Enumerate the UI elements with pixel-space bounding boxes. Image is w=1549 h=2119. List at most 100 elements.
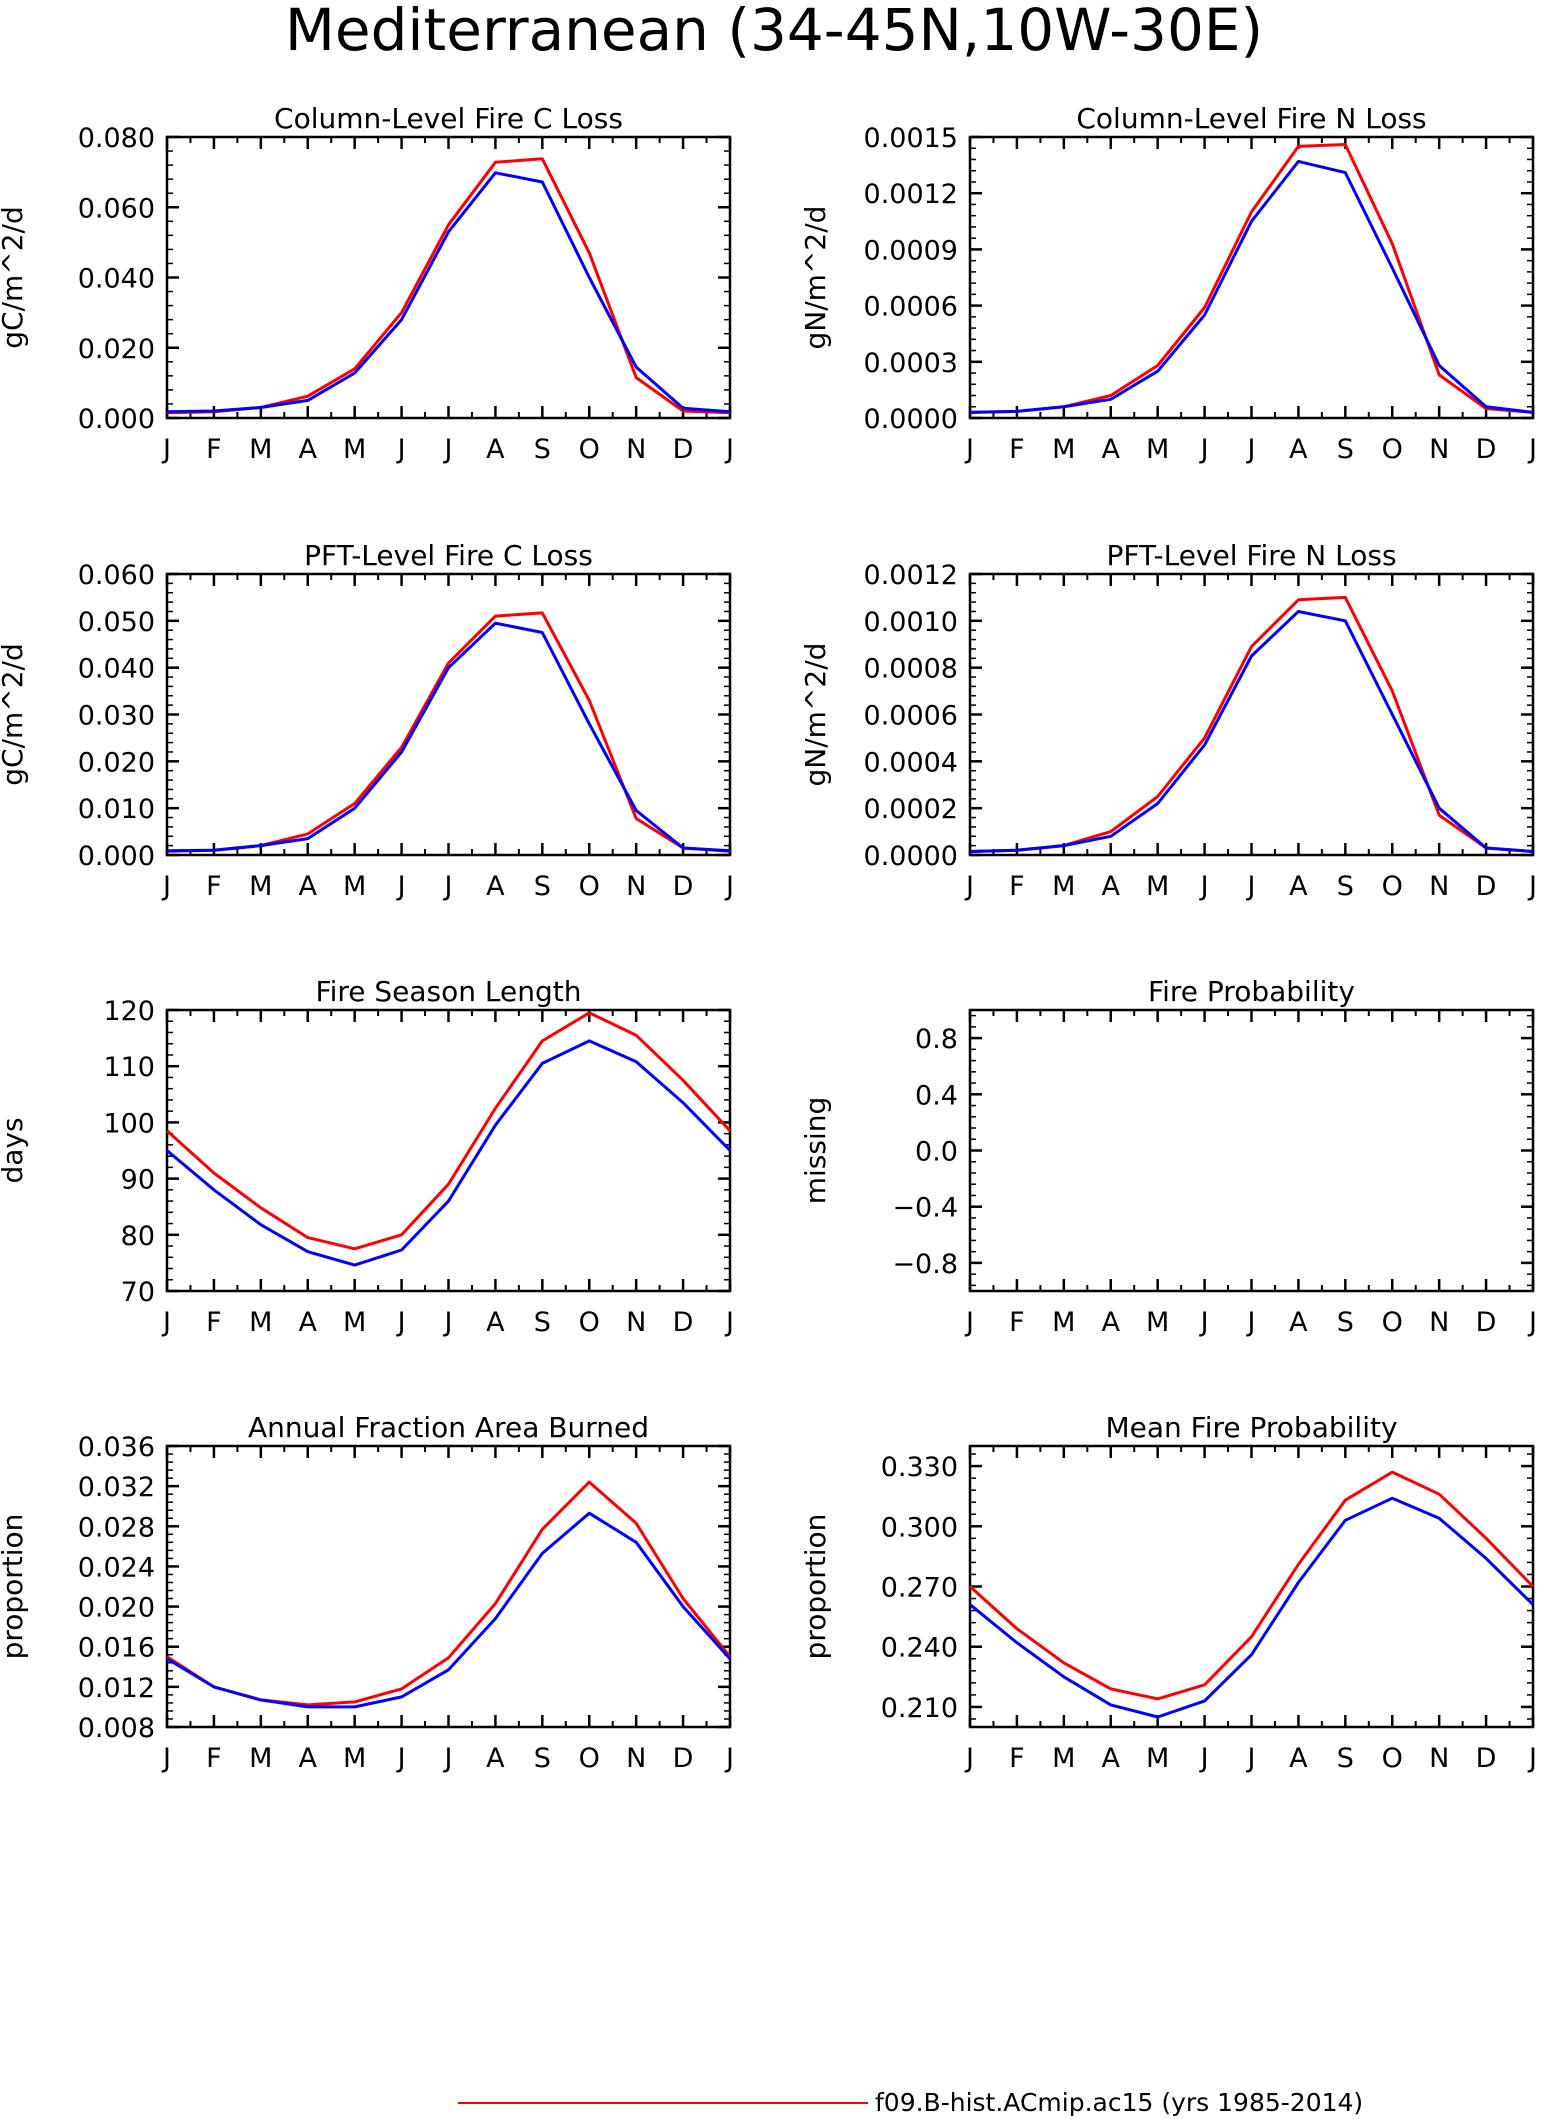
x-tick-label: A — [1102, 1743, 1121, 1774]
x-tick-label: J — [1527, 434, 1537, 465]
x-tick-label: A — [299, 871, 318, 902]
page-title: Mediterranean (34-45N,10W-30E) — [285, 0, 1263, 64]
x-tick-label: F — [1009, 1743, 1025, 1774]
x-tick-label: A — [486, 434, 505, 465]
y-tick-label: 0.040 — [78, 264, 155, 295]
x-tick-label: M — [249, 871, 272, 902]
x-tick-label: M — [343, 1307, 366, 1338]
x-tick-label: D — [1476, 434, 1497, 465]
x-tick-label: J — [1199, 1307, 1209, 1338]
x-tick-label: F — [206, 871, 222, 902]
x-tick-label: J — [724, 434, 734, 465]
y-tick-label: 120 — [103, 996, 155, 1027]
x-tick-label: D — [1476, 1743, 1497, 1774]
x-tick-label: J — [1199, 434, 1209, 465]
x-tick-label: D — [673, 871, 694, 902]
x-tick-label: O — [1382, 1307, 1403, 1338]
y-tick-label: 0.020 — [78, 1593, 155, 1624]
plot-frame — [165, 1444, 732, 1729]
y-tick-label: 0.240 — [881, 1633, 958, 1664]
x-tick-label: O — [1382, 1743, 1403, 1774]
y-tick-label: 0.080 — [78, 123, 155, 154]
x-tick-label: J — [161, 1307, 171, 1338]
x-tick-label: J — [964, 871, 974, 902]
x-tick-label: A — [1289, 434, 1308, 465]
x-tick-label: O — [579, 871, 600, 902]
y-tick-label: 0.0003 — [864, 348, 958, 379]
y-tick-label: 0.270 — [881, 1573, 958, 1604]
x-tick-label: J — [161, 434, 171, 465]
y-tick-label: 0.012 — [78, 1673, 155, 1704]
legend: f09.B-hist.ACmip.ac15 (yrs 1985-2014) — [458, 2088, 1363, 2117]
y-tick-label: 0.0015 — [864, 123, 958, 154]
series-line-1 — [166, 621, 731, 853]
x-tick-label: A — [1102, 871, 1121, 902]
x-tick-label: N — [626, 871, 646, 902]
chart-title: Column-Level Fire C Loss — [274, 102, 623, 135]
x-tick-label: J — [964, 1743, 974, 1774]
series-line-1 — [166, 1039, 732, 1267]
y-tick-label: 0.300 — [881, 1512, 958, 1543]
y-tick-label: 0.000 — [78, 404, 155, 435]
x-tick-label: F — [206, 434, 222, 465]
x-tick-label: S — [1337, 1307, 1354, 1338]
chart-title: Fire Probability — [1148, 975, 1355, 1008]
y-tick-label: 0.0000 — [864, 841, 958, 872]
x-tick-label: S — [1337, 1743, 1354, 1774]
x-tick-label: S — [534, 1743, 551, 1774]
y-axis-label: days — [0, 1117, 29, 1183]
y-axis-label: gN/m^2/d — [799, 206, 832, 350]
series-line-0 — [165, 1011, 732, 1251]
y-tick-label: 0.0009 — [864, 235, 958, 266]
x-tick-label: M — [1052, 434, 1075, 465]
y-axis-label: gC/m^2/d — [0, 643, 29, 786]
x-tick-label: A — [486, 1743, 505, 1774]
x-tick-label: M — [1052, 1743, 1075, 1774]
y-tick-label: 0.024 — [78, 1552, 155, 1583]
y-tick-label: 0.000 — [78, 841, 155, 872]
x-tick-label: J — [1527, 871, 1537, 902]
x-tick-label: S — [534, 434, 551, 465]
y-tick-label: 0.330 — [881, 1452, 958, 1483]
x-tick-label: M — [1146, 1307, 1169, 1338]
x-tick-label: O — [579, 1743, 600, 1774]
x-tick-label: M — [249, 434, 272, 465]
y-tick-label: −0.8 — [892, 1249, 958, 1280]
y-axis-label: gN/m^2/d — [799, 643, 832, 787]
series-line-1 — [969, 610, 1534, 853]
x-tick-label: A — [1102, 1307, 1121, 1338]
x-tick-label: M — [249, 1743, 272, 1774]
y-tick-label: 0.0000 — [864, 404, 958, 435]
y-axis-label: missing — [799, 1097, 832, 1205]
y-tick-label: 90 — [121, 1165, 155, 1196]
x-tick-label: F — [1009, 434, 1025, 465]
x-tick-label: J — [396, 1307, 406, 1338]
x-tick-label: M — [343, 434, 366, 465]
x-tick-label: N — [626, 1743, 646, 1774]
x-tick-label: N — [626, 1307, 646, 1338]
chart-title: Column-Level Fire N Loss — [1076, 102, 1426, 135]
series-line-1 — [166, 171, 731, 414]
plot-frame — [968, 1444, 1535, 1729]
y-tick-label: 0.030 — [78, 701, 155, 732]
x-tick-label: M — [1146, 434, 1169, 465]
x-tick-label: M — [249, 1307, 272, 1338]
x-tick-label: S — [534, 871, 551, 902]
x-tick-label: J — [443, 871, 453, 902]
x-tick-label: J — [443, 434, 453, 465]
x-tick-label: O — [579, 1307, 600, 1338]
chart-title: PFT-Level Fire N Loss — [1106, 539, 1396, 572]
series-line-0 — [968, 1470, 1535, 1701]
x-tick-label: F — [206, 1743, 222, 1774]
x-tick-label: J — [1246, 1743, 1256, 1774]
x-tick-label: M — [1052, 1307, 1075, 1338]
y-tick-label: 100 — [103, 1108, 155, 1139]
x-tick-label: J — [443, 1307, 453, 1338]
